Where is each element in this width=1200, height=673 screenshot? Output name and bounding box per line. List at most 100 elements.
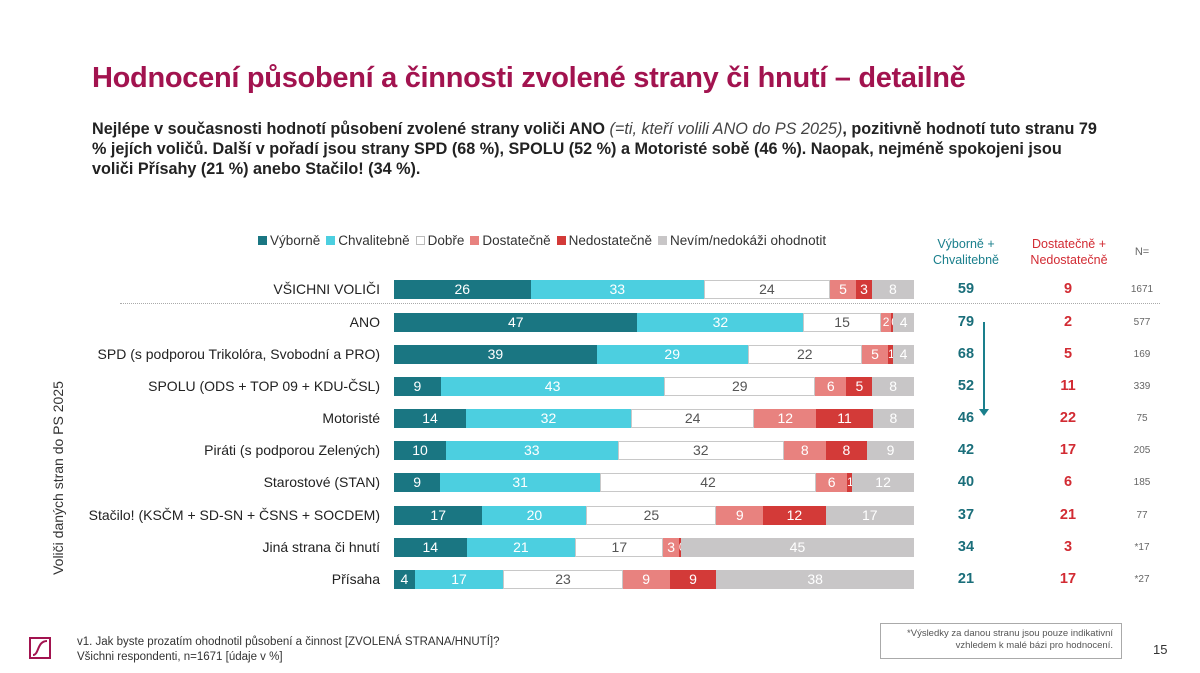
bar-segment-nevim: 8 [871, 280, 914, 299]
legend-item-vyborne: Výborně [258, 233, 320, 248]
page-number: 15 [1153, 642, 1168, 657]
bar-segment-nevim: 4 [893, 313, 915, 332]
bar-segment-vyborne: 14 [394, 409, 467, 428]
bar-segment-nevim: 12 [852, 473, 914, 492]
bar-segment-dostatecne: 9 [716, 506, 764, 525]
bar-segment-vyborne: 10 [394, 441, 446, 460]
bar-row: 26 33 24 5 3 8 [394, 280, 914, 299]
bar-segment-chvalitebne: 20 [482, 506, 587, 525]
bar-segment-dobre: 42 [599, 473, 817, 492]
bar-segment-nedostatecne: 9 [669, 570, 717, 589]
footer-text: v1. Jak byste prozatím ohodnotil působen… [77, 635, 500, 665]
category-label: ANO [349, 314, 380, 330]
total-divider [120, 303, 1160, 304]
bar-segment-chvalitebne: 32 [637, 313, 804, 332]
bar-row: 9 43 29 6 5 8 [394, 377, 914, 396]
negative-sum-value: 6 [1063, 474, 1073, 490]
negative-sum-value: 5 [1063, 346, 1073, 362]
chart-legend: Výborně Chvalitebně Dobře Dostatečně Nedosta… [258, 233, 832, 248]
n-value: 205 [1133, 445, 1151, 456]
legend-swatch-dobre [415, 236, 425, 245]
subtitle-text-1: Nejlépe v současnosti hodnotí působení z… [92, 120, 610, 138]
bar-segment-nevim: 8 [872, 377, 914, 396]
bar-row: 9 31 42 6 1 12 [394, 473, 914, 492]
n-value: *17 [1134, 542, 1150, 553]
negative-header-line1: Dostatečně + [1031, 237, 1106, 251]
bar-segment-dobre: 24 [703, 280, 830, 299]
bar-segment-vyborne: 47 [394, 313, 638, 332]
legend-swatch-chvalitebne [326, 236, 336, 245]
category-label: SPD (s podporou Trikolóra, Svobodní a PR… [97, 346, 380, 362]
positive-sum-header: Výborně + Chvalitebně [926, 236, 1006, 268]
footer-question: v1. Jak byste prozatím ohodnotil působen… [77, 636, 500, 648]
bar-row: 473215204 [394, 313, 915, 332]
legend-item-chvalitebne: Chvalitebně [326, 233, 410, 248]
negative-header-line2: Nedostatečně [1030, 253, 1108, 267]
bar-segment-chvalitebne: 29 [596, 345, 748, 364]
bar-segment-chvalitebne: 43 [440, 377, 665, 396]
legend-label: Nevím/nedokáži ohodnotit [669, 233, 827, 248]
bar-segment-vyborne: 9 [394, 473, 441, 492]
bar-segment-dostatecne: 9 [622, 570, 670, 589]
positive-sum-value: 40 [957, 474, 975, 490]
positive-sum-value: 59 [957, 281, 975, 297]
negative-sum-value: 21 [1059, 507, 1077, 523]
bar-segment-dobre: 23 [503, 570, 623, 589]
n-value: 75 [1136, 413, 1148, 424]
legend-swatch-vyborne [258, 236, 267, 245]
legend-swatch-dostatecne [470, 236, 480, 245]
bar-row: 4 17 23 9 9 38 [394, 570, 914, 589]
category-label: Stačilo! (KSČM + SD-SN + ČSNS + SOCDEM) [88, 507, 380, 523]
positive-sum-value: 42 [957, 442, 975, 458]
bar-segment-nevim: 8 [872, 409, 914, 428]
subtitle-text-2: , pozitivně hodnotí tuto stranu 79 % jej… [92, 120, 1097, 178]
category-label: VŠICHNI VOLIČI [273, 281, 380, 297]
positive-sum-value: 34 [957, 539, 975, 555]
negative-sum-value: 3 [1063, 539, 1073, 555]
n-header: N= [1134, 246, 1150, 258]
bar-segment-dobre: 15 [803, 313, 881, 332]
stem-logo-icon [29, 637, 51, 659]
bar-segment-nedostatecne: 1 [887, 345, 895, 364]
bar-segment-chvalitebne: 21 [466, 538, 576, 557]
n-value: *27 [1134, 574, 1150, 585]
bar-segment-dostatecne: 2 [880, 313, 892, 332]
n-value: 185 [1133, 477, 1151, 488]
negative-sum-value: 17 [1059, 442, 1077, 458]
legend-label: Chvalitebně [338, 233, 410, 248]
footer-base: Všichni respondenti, n=1671 [údaje v %] [77, 651, 283, 663]
bar-segment-nevim: 17 [825, 506, 914, 525]
bar-segment-dostatecne: 3 [663, 538, 679, 557]
bar-segment-vyborne: 14 [394, 538, 467, 557]
subtitle-note: (=ti, kteří volili ANO do PS 2025) [609, 120, 843, 138]
page-subtitle: Nejlépe v současnosti hodnotí působení z… [92, 119, 1102, 179]
bar-row: 14 32 24 12 11 8 [394, 409, 914, 428]
bar-row: 1421173045 [394, 538, 914, 557]
legend-item-nedostatecne: Nedostatečně [556, 233, 652, 248]
bar-segment-chvalitebne: 33 [446, 441, 618, 460]
positive-header-line1: Výborně + [937, 237, 995, 251]
negative-sum-value: 11 [1060, 378, 1076, 394]
category-label: Piráti (s podporou Zelených) [204, 442, 380, 458]
bar-segment-vyborne: 4 [394, 570, 415, 589]
legend-swatch-nedostatecne [556, 236, 566, 245]
bar-segment-chvalitebne: 33 [530, 280, 704, 299]
bar-segment-dobre: 17 [575, 538, 664, 557]
n-value: 169 [1133, 349, 1151, 360]
bar-segment-vyborne: 17 [394, 506, 483, 525]
bar-segment-chvalitebne: 17 [414, 570, 504, 589]
legend-label: Dostatečně [482, 233, 551, 248]
bar-segment-dobre: 24 [630, 409, 755, 428]
category-label: Přísaha [331, 571, 380, 587]
negative-sum-value: 2 [1063, 314, 1073, 330]
bar-segment-dostatecne: 5 [861, 345, 888, 364]
category-label: SPOLU (ODS + TOP 09 + KDU-ČSL) [148, 378, 380, 394]
bar-segment-nedostatecne: 3 [856, 280, 872, 299]
category-label: Starostové (STAN) [263, 474, 380, 490]
legend-label: Dobře [427, 233, 465, 248]
bar-segment-nevim: 4 [893, 345, 914, 364]
n-value: 77 [1136, 510, 1148, 521]
bar-row: 39 29 22 5 1 4 [394, 345, 914, 364]
negative-sum-header: Dostatečně + Nedostatečně [1026, 236, 1112, 268]
bar-segment-dostatecne: 5 [829, 280, 857, 299]
